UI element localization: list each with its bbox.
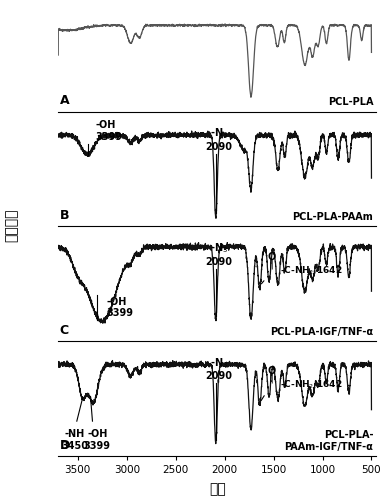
Text: -N$_3$
2090: -N$_3$ 2090 — [206, 356, 233, 381]
Text: D: D — [60, 438, 70, 451]
Text: -OH
3399: -OH 3399 — [84, 429, 111, 451]
Text: PCL-PLA: PCL-PLA — [328, 97, 373, 107]
Text: -NH
3450: -NH 3450 — [61, 429, 88, 451]
Text: B: B — [60, 209, 69, 222]
Text: PCL-PLA-IGF/TNF-α: PCL-PLA-IGF/TNF-α — [270, 327, 373, 337]
Text: -C-NH$_2$ 1642: -C-NH$_2$ 1642 — [281, 264, 343, 277]
Text: A: A — [60, 94, 69, 107]
Text: 相对强度: 相对强度 — [5, 209, 19, 242]
Text: PCL-PLA-PAAm: PCL-PLA-PAAm — [293, 212, 373, 222]
Text: -C-NH$_2$ 1642: -C-NH$_2$ 1642 — [281, 379, 343, 391]
Text: 波数: 波数 — [209, 482, 226, 496]
Text: O: O — [267, 252, 276, 262]
Text: ‖: ‖ — [269, 373, 274, 383]
Text: -N$_3$
2090: -N$_3$ 2090 — [206, 241, 233, 267]
Text: C: C — [60, 324, 69, 337]
Text: ‖: ‖ — [269, 258, 274, 269]
Text: O: O — [267, 366, 276, 376]
Text: PCL-PLA-
PAAm-IGF/TNF-α: PCL-PLA- PAAm-IGF/TNF-α — [284, 430, 373, 451]
Text: -OH
3399: -OH 3399 — [95, 120, 122, 142]
Text: -OH
3399: -OH 3399 — [106, 297, 133, 318]
Text: -N$_3$
2090: -N$_3$ 2090 — [206, 127, 233, 152]
